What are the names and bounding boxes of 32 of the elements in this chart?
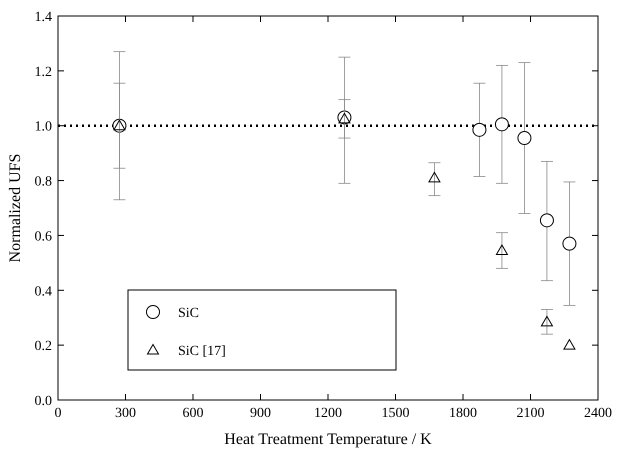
x-tick-label: 900: [250, 406, 271, 421]
point: [472, 122, 486, 137]
y-axis-title: Normalized UFS: [7, 154, 24, 262]
x-tick-label: 2400: [584, 406, 612, 421]
x-tick-label: 2100: [516, 406, 544, 421]
x-tick-label: 0: [54, 406, 62, 421]
y-tick-label: 1.2: [34, 64, 52, 80]
x-tick-label: 600: [182, 406, 204, 421]
y-tick-label: 1.0: [34, 120, 52, 135]
point: [113, 120, 126, 130]
point: [563, 339, 576, 350]
point: [540, 213, 554, 228]
legend-label: SiC: [178, 306, 200, 321]
point: [496, 244, 508, 256]
y-tick-label: 0.4: [34, 284, 52, 300]
y-tick-label: 0.8: [34, 174, 52, 190]
point: [517, 131, 532, 146]
legend-label: SiC [17]: [178, 344, 226, 359]
x-axis-title: Heat Treatment Temperature / K: [224, 431, 432, 448]
point: [562, 236, 576, 251]
y-tick-label: 0.0: [34, 394, 52, 409]
x-tick-label: 1500: [382, 406, 410, 421]
x-tick-label: 300: [115, 406, 136, 421]
point: [428, 172, 440, 182]
x-tick-label: 1800: [449, 406, 477, 421]
point: [494, 117, 509, 132]
x-tick-label: 1200: [314, 406, 342, 421]
point: [338, 112, 350, 124]
y-tick-label: 1.4: [34, 10, 52, 25]
y-tick-label: 0.2: [34, 339, 52, 354]
point: [540, 316, 553, 326]
y-tick-label: 0.6: [34, 229, 52, 244]
